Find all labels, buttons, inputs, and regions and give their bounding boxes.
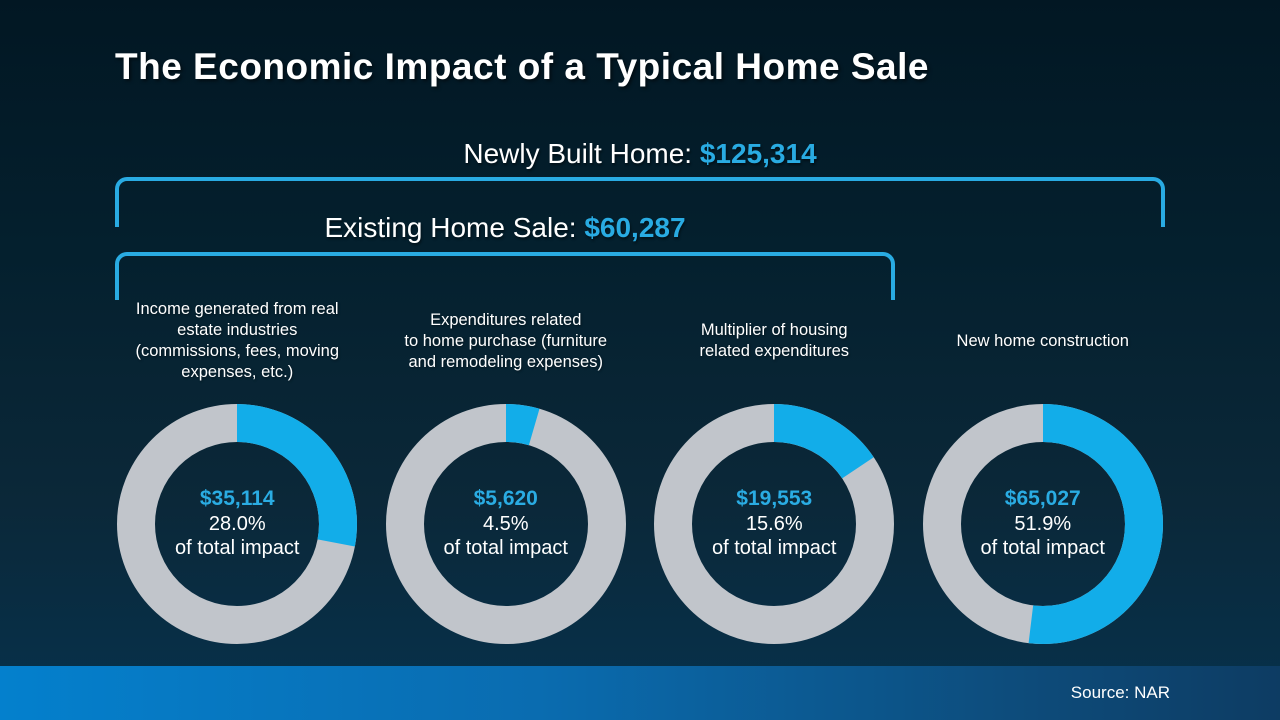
donut-svg: [117, 404, 358, 644]
donut-category-label: Income generated from real estate indust…: [135, 300, 340, 381]
donut-center-text: $35,114 28.0% of total impact: [117, 404, 357, 644]
donut-column-expenditures: Expenditures related to home purchase (f…: [372, 292, 641, 644]
donut-percent: 51.9%: [1014, 512, 1072, 535]
donut-value: $35,114: [199, 487, 275, 511]
donut-chart-expenditures: $5,620 4.5% of total impact: [385, 404, 626, 644]
existing-home-sale-heading: Existing Home Sale: $60,287: [115, 212, 895, 244]
donut-chart-new-construction: $65,027 51.9% of total impact: [922, 404, 1163, 644]
donut-value: $5,620: [473, 487, 538, 511]
existing-home-sale-label: Existing Home Sale:: [324, 212, 585, 243]
donut-caption: of total impact: [174, 537, 300, 560]
donut-category-label: New home construction: [956, 331, 1129, 350]
donut-caption: of total impact: [980, 537, 1105, 560]
donut-percent: 15.6%: [745, 512, 803, 535]
donut-chart-multiplier: $19,553 15.6% of total impact: [654, 404, 895, 644]
donut-percent: 28.0%: [208, 512, 266, 535]
donut-percent: 4.5%: [482, 512, 529, 535]
donut-chart-income: $35,114 28.0% of total impact: [117, 404, 358, 644]
newly-built-home-label: Newly Built Home:: [463, 138, 700, 169]
donut-value: $19,553: [736, 487, 813, 511]
donut-svg: [922, 404, 1163, 644]
donut-category-label: Expenditures related to home purchase (f…: [404, 310, 608, 371]
donut-chart-row: Income generated from real estate indust…: [103, 292, 1177, 644]
donut-ring-value: [654, 404, 895, 644]
existing-home-sale-amount: $60,287: [584, 212, 686, 243]
donut-center-text: $5,620 4.5% of total impact: [386, 404, 626, 644]
donut-ring-value: [922, 404, 1163, 644]
donut-svg: [385, 404, 626, 644]
donut-center-text: $65,027 51.9% of total impact: [923, 404, 1163, 644]
newly-built-home-heading: Newly Built Home: $125,314: [115, 138, 1165, 170]
donut-ring-value: [117, 404, 358, 644]
donut-category-label: Multiplier of housing related expenditur…: [699, 321, 849, 360]
footer-bar: Source: NAR: [0, 666, 1280, 720]
donut-ring-value: [385, 404, 626, 644]
donut-caption: of total impact: [443, 537, 568, 560]
donut-column-new-construction: New home construction $65,027 51.9% of t…: [909, 292, 1178, 644]
donut-value: $65,027: [1004, 487, 1081, 511]
existing-home-sale-bracket: [115, 252, 895, 300]
donut-caption: of total impact: [711, 537, 837, 560]
donut-column-multiplier: Multiplier of housing related expenditur…: [640, 292, 909, 644]
page-title: The Economic Impact of a Typical Home Sa…: [115, 46, 929, 87]
donut-center-text: $19,553 15.6% of total impact: [654, 404, 894, 644]
donut-column-income: Income generated from real estate indust…: [103, 292, 372, 644]
source-text: Source: NAR: [1070, 683, 1170, 702]
newly-built-home-bracket: [115, 177, 1165, 227]
newly-built-home-amount: $125,314: [699, 138, 817, 169]
donut-svg: [654, 404, 895, 644]
